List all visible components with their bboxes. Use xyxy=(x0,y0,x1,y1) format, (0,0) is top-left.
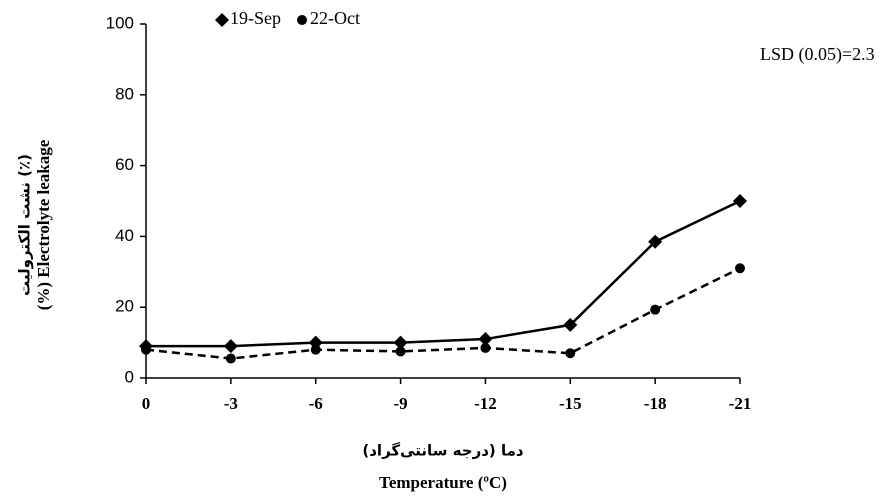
y-axis-label: (%) Electrolyte leakage xyxy=(34,139,53,310)
x-tick-label: -6 xyxy=(309,394,323,413)
point xyxy=(563,317,578,332)
y-tick-label: 20 xyxy=(115,297,134,316)
point xyxy=(650,304,661,315)
point xyxy=(480,342,491,353)
legend-marker xyxy=(215,13,229,27)
y-tick-label: 60 xyxy=(115,155,134,174)
legend-label: 22-Oct xyxy=(310,8,360,28)
point xyxy=(733,194,747,208)
y-tick-label: 80 xyxy=(115,84,134,103)
x-tick-label: -9 xyxy=(393,394,407,413)
y-axis-label: نشت الکترولیت (٪) xyxy=(16,154,34,296)
legend-marker xyxy=(297,15,307,25)
x-tick-label: -15 xyxy=(559,394,582,413)
legend-label: 19-Sep xyxy=(230,8,281,28)
x-axis-label: دما (درجه سانتی‌گراد) xyxy=(362,442,524,460)
point xyxy=(141,344,151,355)
point xyxy=(395,346,406,357)
y-tick-label: 100 xyxy=(106,13,134,32)
annotation: LSD (0.05)=2.3 xyxy=(760,44,875,65)
point xyxy=(735,263,745,274)
x-axis-label: Temperature (ºC) xyxy=(379,473,507,492)
point xyxy=(223,339,238,354)
series-line xyxy=(146,199,741,348)
y-tick-label: 40 xyxy=(115,226,134,245)
point xyxy=(225,353,236,364)
x-tick-label: 0 xyxy=(142,394,151,413)
point xyxy=(478,332,493,347)
x-tick-label: -3 xyxy=(224,394,238,413)
point xyxy=(308,335,323,350)
x-tick-label: -21 xyxy=(729,394,752,413)
x-tick-label: -18 xyxy=(644,394,667,413)
point xyxy=(565,348,576,359)
point xyxy=(393,335,408,350)
point xyxy=(310,344,321,355)
y-tick-label: 0 xyxy=(125,367,134,386)
point xyxy=(648,234,663,249)
x-tick-label: -12 xyxy=(474,394,497,413)
